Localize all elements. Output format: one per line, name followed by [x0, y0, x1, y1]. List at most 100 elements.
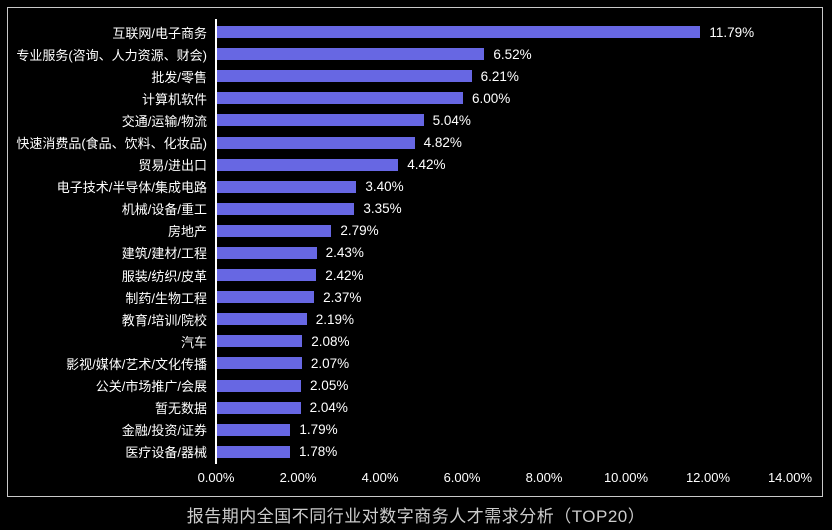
bar-row: 建筑/建材/工程 2.43%: [8, 242, 822, 264]
x-tick-label: 6.00%: [443, 470, 481, 485]
category-label: 计算机软件: [141, 91, 207, 107]
bar: [217, 291, 315, 304]
bar-zone: 2.19%: [215, 312, 807, 327]
bar-zone: 2.04%: [215, 400, 807, 415]
category-label: 快速消费品(食品、饮料、化妆品): [16, 136, 207, 152]
bar: [217, 48, 485, 61]
category-label: 交通/运输/物流: [121, 113, 207, 129]
value-label: 1.78%: [298, 444, 338, 460]
bar-row: 批发/零售 6.21%: [8, 65, 822, 87]
value-label: 6.52%: [493, 46, 532, 62]
bar-zone: 6.00%: [215, 91, 807, 106]
bar-row: 贸易/进出口 4.42%: [8, 154, 822, 176]
category-label: 暂无数据: [154, 401, 207, 417]
bar: [217, 401, 301, 414]
bar-row: 互联网/电子商务 11.79%: [8, 21, 822, 43]
x-tick-label: 14.00%: [767, 470, 813, 485]
bar-zone: 4.42%: [215, 157, 807, 172]
category-label: 金融/投资/证券: [121, 423, 207, 439]
bar-zone: 2.05%: [215, 378, 807, 393]
bar-row: 电子技术/半导体/集成电路 3.40%: [8, 176, 822, 198]
bar-zone: 2.37%: [215, 290, 807, 305]
bar: [217, 379, 302, 392]
category-label: 互联网/电子商务: [112, 25, 207, 41]
y-axis-line: [215, 19, 217, 464]
value-label: 6.21%: [480, 68, 519, 84]
value-label: 2.37%: [323, 289, 362, 305]
bar: [217, 313, 307, 326]
bar-row: 快速消费品(食品、饮料、化妆品) 4.82%: [8, 131, 822, 153]
value-label: 5.04%: [432, 112, 471, 128]
bar-row: 交通/运输/物流 5.04%: [8, 109, 822, 131]
bar: [217, 445, 290, 458]
value-label: 1.79%: [299, 422, 338, 438]
category-label: 制药/生物工程: [125, 290, 207, 306]
bar-rows: 互联网/电子商务 11.79% 专业服务(咨询、人力资源、财会) 6.52% 批发/零售…: [8, 21, 822, 463]
bar-zone: 2.43%: [215, 245, 807, 260]
bar: [217, 269, 317, 282]
value-label: 4.42%: [407, 157, 446, 173]
bar: [217, 335, 303, 348]
bar-zone: 6.21%: [215, 69, 807, 84]
category-label: 公关/市场推广/会展: [95, 379, 207, 395]
bar-zone: 2.42%: [215, 268, 807, 283]
x-tick-label: 12.00%: [685, 470, 731, 485]
bar-row: 机械/设备/重工 3.35%: [8, 198, 822, 220]
bar-zone: 11.79%: [215, 25, 807, 40]
bar: [217, 92, 463, 105]
value-label: 4.82%: [423, 135, 462, 151]
category-label: 影视/媒体/艺术/文化传播: [66, 356, 207, 372]
bar-zone: 5.04%: [215, 113, 807, 128]
bar-row: 公关/市场推广/会展 2.05%: [8, 375, 822, 397]
x-tick-label: 10.00%: [603, 470, 649, 485]
bar-zone: 6.52%: [215, 47, 807, 62]
bar: [217, 136, 415, 149]
value-label: 2.05%: [310, 378, 349, 394]
bar-zone: 2.08%: [215, 334, 807, 349]
category-label: 电子技术/半导体/集成电路: [56, 180, 207, 196]
bar-row: 专业服务(咨询、人力资源、财会) 6.52%: [8, 43, 822, 65]
value-label: 6.00%: [472, 90, 511, 106]
bar: [217, 357, 302, 370]
bar-row: 教育/培训/院校 2.19%: [8, 308, 822, 330]
bar-row: 暂无数据 2.04%: [8, 397, 822, 419]
x-tick-label: 0.00%: [197, 470, 235, 485]
category-label: 服装/纺织/皮革: [121, 268, 207, 284]
bar-row: 医疗设备/器械 1.78%: [8, 441, 822, 463]
category-label: 汽车: [180, 334, 207, 350]
bar-zone: 2.07%: [215, 356, 807, 371]
bar-zone: 1.79%: [215, 422, 807, 437]
chart-title: 报告期内全国不同行业对数字商务人才需求分析（TOP20）: [186, 507, 646, 526]
chart-frame: 互联网/电子商务 11.79% 专业服务(咨询、人力资源、财会) 6.52% 批发/零售…: [7, 7, 823, 497]
bar-zone: 2.79%: [215, 223, 807, 238]
value-label: 2.07%: [310, 355, 350, 371]
bar: [217, 158, 399, 171]
bar-zone: 3.40%: [215, 179, 807, 194]
value-label: 11.79%: [709, 24, 755, 40]
category-label: 专业服务(咨询、人力资源、财会): [16, 47, 207, 63]
value-label: 2.43%: [325, 245, 364, 261]
category-label: 教育/培训/院校: [121, 312, 207, 328]
bar-row: 计算机软件 6.00%: [8, 87, 822, 109]
bar: [217, 202, 355, 215]
value-label: 2.19%: [315, 311, 355, 327]
category-label: 医疗设备/器械: [125, 445, 207, 461]
bar: [217, 70, 472, 83]
x-axis-ticks: 0.00% 2.00% 4.00% 6.00% 8.00% 10.00% 12.00% 14.…: [8, 470, 822, 486]
value-label: 2.79%: [340, 223, 379, 239]
bar: [217, 423, 291, 436]
bar-zone: 1.78%: [215, 444, 807, 459]
bar-row: 房地产 2.79%: [8, 220, 822, 242]
category-label: 机械/设备/重工: [121, 202, 207, 218]
bar-row: 金融/投资/证券 1.79%: [8, 419, 822, 441]
bar: [217, 26, 701, 39]
category-label: 批发/零售: [151, 69, 207, 85]
bar: [217, 246, 317, 259]
bar-zone: 4.82%: [215, 135, 807, 150]
bar: [217, 114, 424, 127]
category-label: 贸易/进出口: [138, 158, 207, 174]
bar-row: 制药/生物工程 2.37%: [8, 286, 822, 308]
category-label: 建筑/建材/工程: [121, 246, 207, 262]
value-label: 2.04%: [309, 400, 348, 416]
